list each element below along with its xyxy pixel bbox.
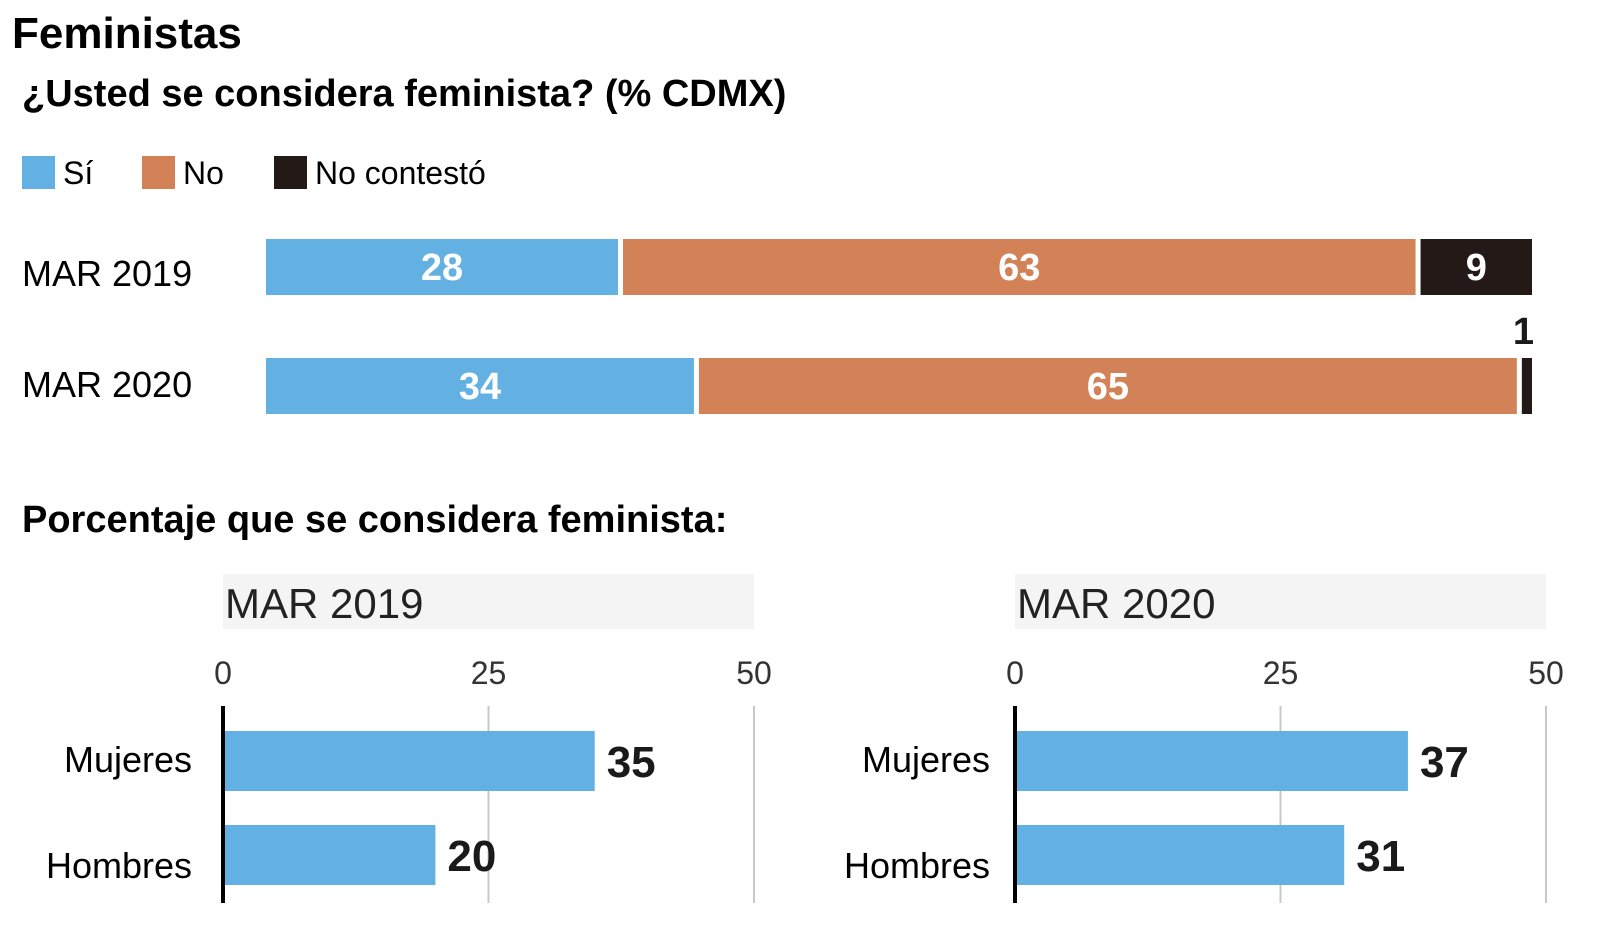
bar-mar-2020-si xyxy=(266,358,694,414)
value-label-mar-2019-no-contesto: 9 xyxy=(1466,247,1487,289)
legend-swatch-si xyxy=(22,156,55,189)
bar-mar-2019-no-contesto xyxy=(1420,239,1532,295)
value-label-mar-2019-si: 28 xyxy=(421,247,463,289)
panel-header-mar-2020 xyxy=(1015,574,1546,629)
value-label-mar-2019-hombres: 20 xyxy=(447,832,496,881)
value-label-mar-2019-mujeres: 35 xyxy=(607,738,656,787)
bar-mar-2019-hombres xyxy=(223,825,436,885)
tick-label-mar-2020-0: 0 xyxy=(1006,655,1024,691)
value-label-mar-2020-mujeres: 37 xyxy=(1420,738,1469,787)
panel-header-mar-2019 xyxy=(223,574,754,629)
value-label-mar-2020-si: 34 xyxy=(459,366,501,408)
category-label-mar-2020-hombres: Hombres xyxy=(844,845,990,886)
legend-label-no-contesto: No contestó xyxy=(315,155,486,191)
panel-title-mar-2020: MAR 2020 xyxy=(1017,580,1215,627)
bar-mar-2020-no xyxy=(698,358,1517,414)
legend-label-no: No xyxy=(183,155,224,191)
bar-mar-2019-mujeres xyxy=(223,731,595,791)
value-label-mar-2020-no-contesto: 1 xyxy=(1513,311,1534,353)
legend-swatch-no xyxy=(142,156,175,189)
value-label-mar-2020-no: 65 xyxy=(1087,366,1129,408)
tick-label-mar-2020-50: 50 xyxy=(1528,655,1564,691)
stacked-bar-chart: MAR 2019 28 63 9 MAR 2020 34 65 1 xyxy=(22,239,1534,414)
panel-mar-2019: MAR 2019 0 25 50 Mujeres 35 Hombres 20 xyxy=(46,574,772,903)
section-title: Porcentaje que se considera feminista: xyxy=(22,499,727,541)
value-label-mar-2019-no: 63 xyxy=(998,247,1040,289)
bar-mar-2019-si xyxy=(266,239,618,295)
bar-mar-2019-no xyxy=(622,239,1416,295)
bar-mar-2020-mujeres xyxy=(1015,731,1408,791)
bar-mar-2020-hombres xyxy=(1015,825,1345,885)
tick-label-mar-2020-25: 25 xyxy=(1263,655,1299,691)
row-label-mar-2020: MAR 2020 xyxy=(22,364,192,405)
category-label-mar-2020-mujeres: Mujeres xyxy=(862,739,990,780)
tick-label-mar-2019-0: 0 xyxy=(214,655,232,691)
category-label-mar-2019-mujeres: Mujeres xyxy=(64,739,192,780)
panel-mar-2020: MAR 2020 0 25 50 Mujeres 37 Hombres 31 xyxy=(844,574,1564,903)
category-label-mar-2019-hombres: Hombres xyxy=(46,845,192,886)
legend-swatch-no-contesto xyxy=(274,156,307,189)
tick-label-mar-2019-25: 25 xyxy=(471,655,507,691)
legend: Sí No No contestó xyxy=(22,155,486,191)
chart-title: Feministas xyxy=(12,9,242,58)
chart-subtitle: ¿Usted se considera feminista? (% CDMX) xyxy=(22,73,786,115)
bar-mar-2020-no-contesto xyxy=(1521,358,1532,414)
legend-label-si: Sí xyxy=(63,155,93,191)
row-label-mar-2019: MAR 2019 xyxy=(22,253,192,294)
tick-label-mar-2019-50: 50 xyxy=(736,655,772,691)
panel-title-mar-2019: MAR 2019 xyxy=(225,580,423,627)
value-label-mar-2020-hombres: 31 xyxy=(1356,832,1405,881)
